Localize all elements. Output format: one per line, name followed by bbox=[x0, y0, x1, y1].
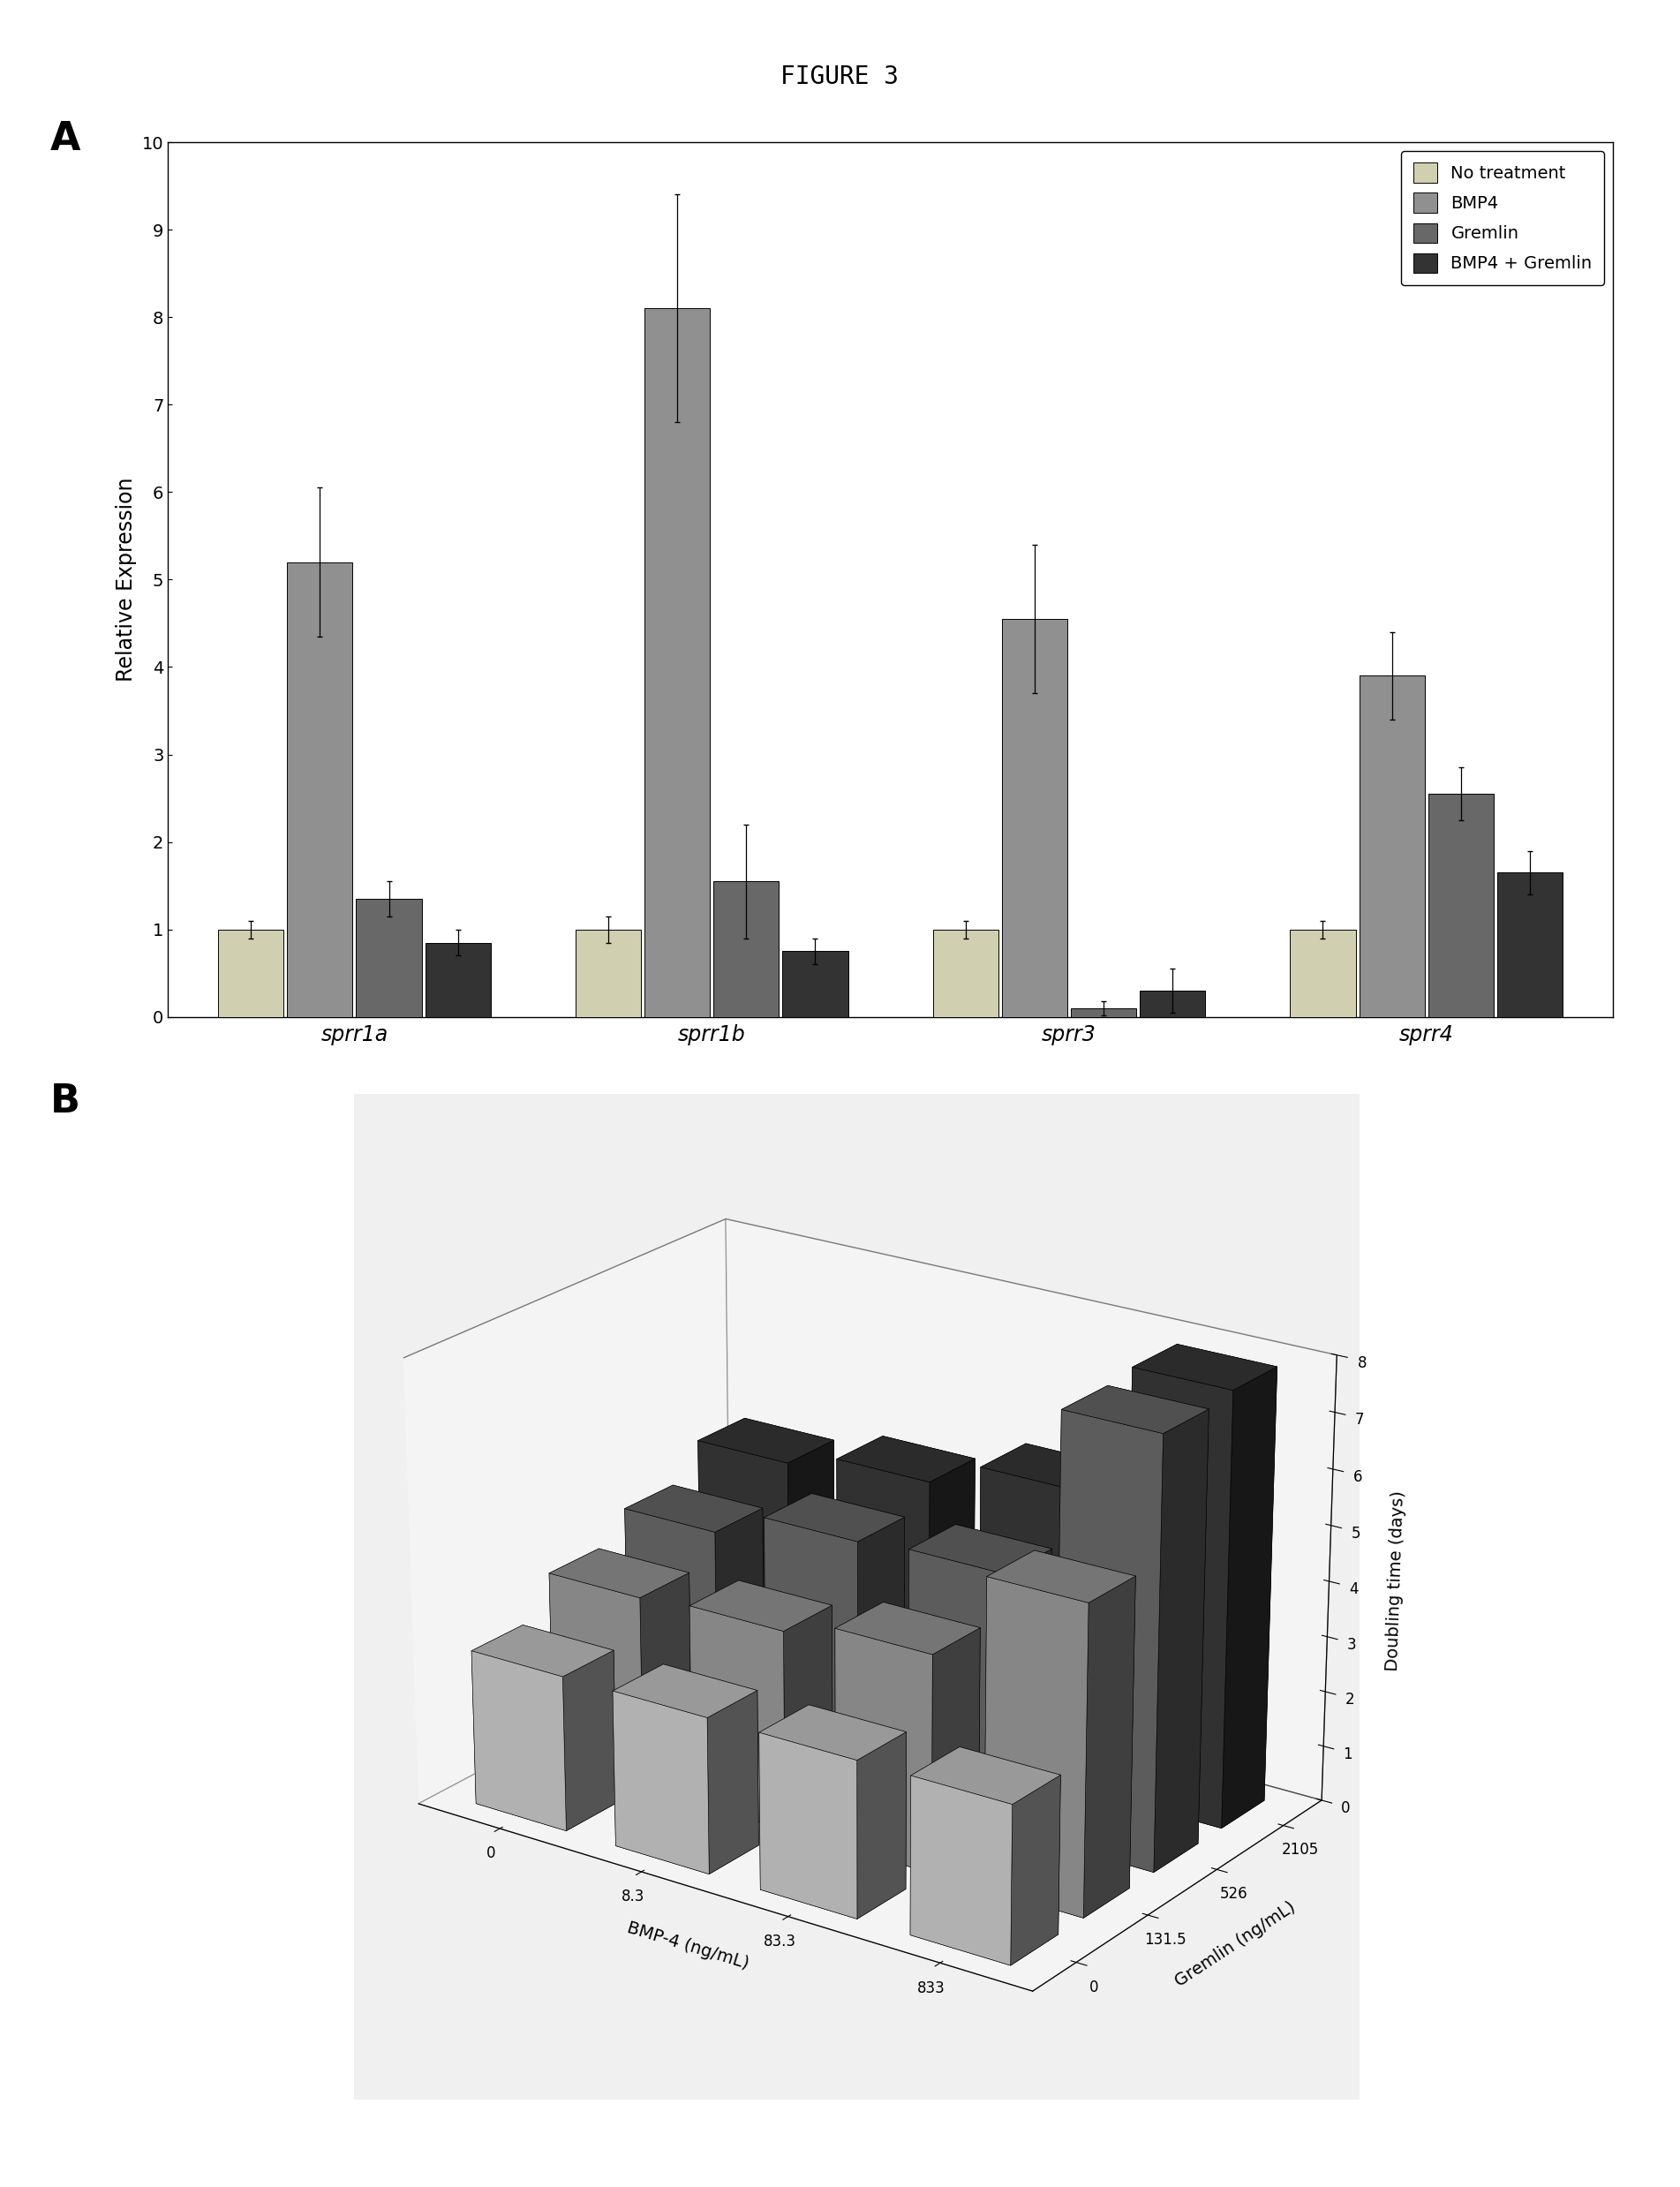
Bar bbox=[1497, 873, 1562, 1017]
Text: B: B bbox=[50, 1083, 81, 1120]
Bar bbox=[356, 899, 422, 1017]
Bar bbox=[1001, 619, 1067, 1017]
Bar bbox=[425, 943, 491, 1017]
Bar bbox=[287, 562, 353, 1017]
Bar bbox=[1070, 1008, 1136, 1017]
Bar bbox=[1290, 929, 1356, 1017]
X-axis label: BMP-4 (ng/mL): BMP-4 (ng/mL) bbox=[625, 1920, 751, 1973]
Y-axis label: Gremlin (ng/mL): Gremlin (ng/mL) bbox=[1171, 1898, 1299, 1990]
Text: FIGURE 3: FIGURE 3 bbox=[781, 63, 899, 90]
Bar bbox=[1359, 676, 1425, 1017]
Text: A: A bbox=[50, 120, 81, 157]
Legend: No treatment, BMP4, Gremlin, BMP4 + Gremlin: No treatment, BMP4, Gremlin, BMP4 + Grem… bbox=[1401, 151, 1604, 284]
Bar bbox=[218, 929, 284, 1017]
Bar bbox=[645, 308, 711, 1017]
Bar bbox=[1428, 794, 1494, 1017]
Bar bbox=[714, 881, 780, 1017]
Bar bbox=[575, 929, 642, 1017]
Bar bbox=[783, 951, 848, 1017]
Bar bbox=[932, 929, 998, 1017]
Bar bbox=[1139, 991, 1206, 1017]
Y-axis label: Relative Expression: Relative Expression bbox=[116, 477, 138, 682]
